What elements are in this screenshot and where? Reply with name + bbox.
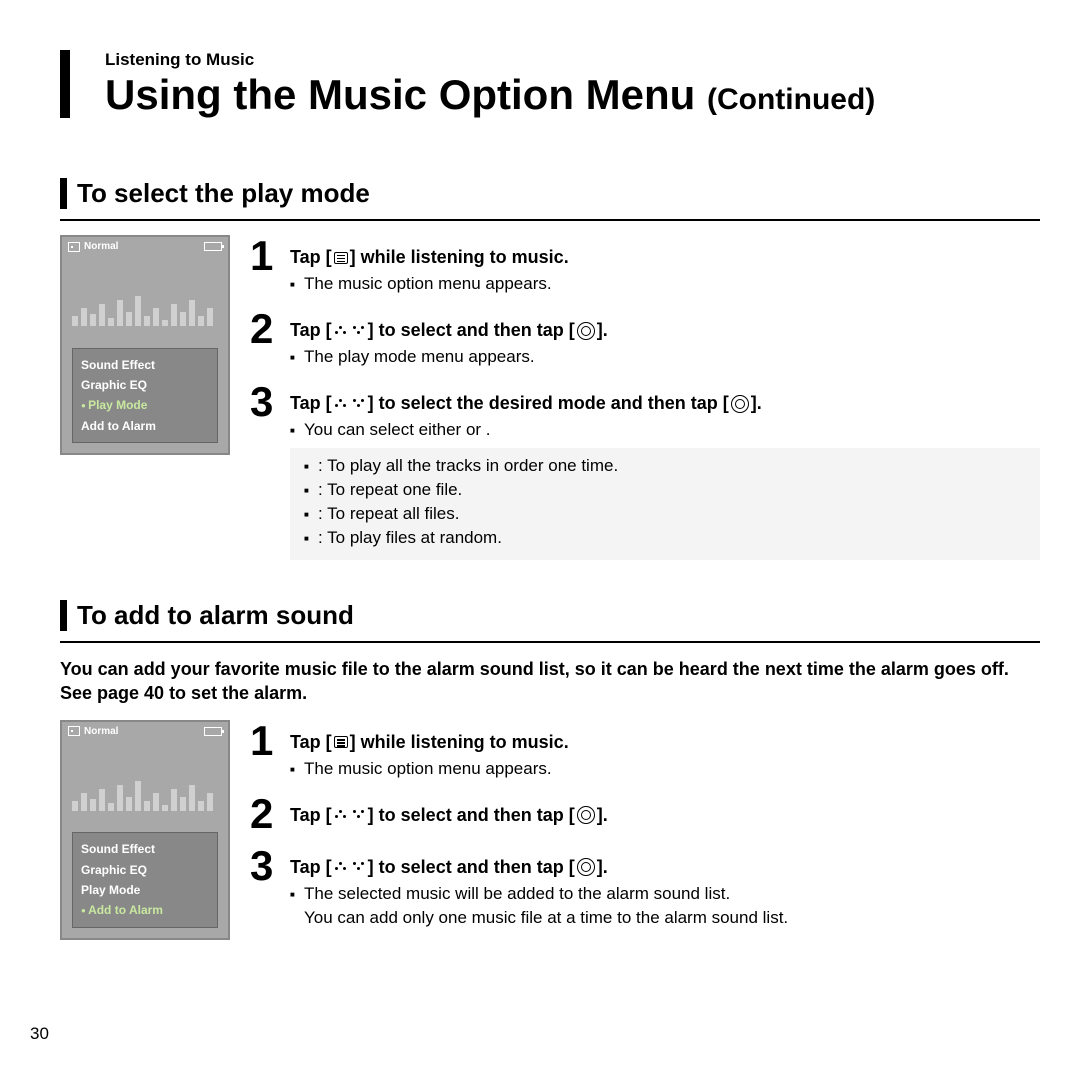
device-menu-item: Add to Alarm: [81, 900, 209, 920]
step-number: 2: [250, 793, 280, 835]
step-head-text: Tap [: [290, 857, 332, 878]
menu-icon: [334, 736, 348, 748]
device-mock: Normal Sound EffectGraphic EQPlay ModeAdd…: [60, 720, 230, 940]
updown-icon: [334, 399, 366, 409]
title-main: Using the Music Option Menu: [105, 71, 707, 118]
section-title: To select the play mode: [60, 178, 1040, 209]
step-head-text: Tap [: [290, 320, 332, 341]
step-head-text: ] to select and then tap [: [368, 320, 575, 341]
note-box: : To play all the tracks in order one ti…: [290, 448, 1040, 560]
page-title: Using the Music Option Menu (Continued): [105, 72, 1040, 118]
step-heading: Tap [ ] while listening to music.: [290, 247, 1040, 268]
battery-icon: [204, 242, 222, 251]
ok-icon: [731, 395, 749, 413]
step: 3 Tap [ ] to select and then tap [ ]. The …: [250, 845, 1040, 928]
device-mock: Normal Sound EffectGraphic EQPlay ModeAdd…: [60, 235, 230, 570]
step-head-text: Tap [: [290, 805, 332, 826]
note-bullet: : To repeat all files.: [304, 504, 1026, 524]
step-plain: You can add only one music file at a tim…: [290, 908, 1040, 928]
ok-icon: [577, 806, 595, 824]
device-statusbar: Normal: [62, 722, 228, 741]
step-heading: Tap [ ] to select the desired mode and t…: [290, 393, 1040, 414]
step-bullet: The music option menu appears.: [290, 759, 1040, 779]
note-bullet: : To play all the tracks in order one ti…: [304, 456, 1026, 476]
step-head-text: Tap [: [290, 393, 332, 414]
device-menu: Sound EffectGraphic EQPlay ModeAdd to Al…: [72, 348, 218, 444]
step-head-text: ] to select and then tap [: [368, 857, 575, 878]
step: 2 Tap [ ] to select and then tap [ ].: [250, 793, 1040, 835]
steps-list: 1 Tap [ ] while listening to music. The mu…: [250, 720, 1040, 940]
step: 1 Tap [ ] while listening to music. The mu…: [250, 235, 1040, 298]
device-menu-item: Graphic EQ: [81, 375, 209, 395]
step-head-text: Tap [: [290, 247, 332, 268]
step-number: 1: [250, 235, 280, 298]
step-heading: Tap [ ] to select and then tap [ ].: [290, 857, 1040, 878]
ok-icon: [577, 858, 595, 876]
section-rule: [60, 219, 1040, 221]
step-head-text: ].: [597, 857, 608, 878]
note-bullet: : To repeat one file.: [304, 480, 1026, 500]
device-status-label: Normal: [84, 241, 118, 252]
page-header: Listening to Music Using the Music Optio…: [60, 50, 1040, 118]
ok-icon: [577, 322, 595, 340]
device-statusbar: Normal: [62, 237, 228, 256]
step-head-text: ] to select and then tap [: [368, 805, 575, 826]
step-number: 2: [250, 308, 280, 371]
step: 2 Tap [ ] to select and then tap [ ]. The …: [250, 308, 1040, 371]
step-head-text: ] to select the desired mode and then ta…: [368, 393, 729, 414]
step-heading: Tap [ ] to select and then tap [ ].: [290, 805, 1040, 826]
equalizer-bars: [62, 276, 228, 326]
steps-list: 1 Tap [ ] while listening to music. The mu…: [250, 235, 1040, 570]
section-intro: You can add your favorite music file to …: [60, 657, 1040, 706]
device-menu-item: Sound Effect: [81, 355, 209, 375]
breadcrumb: Listening to Music: [105, 50, 1040, 70]
step-head-text: ] while listening to music.: [350, 732, 569, 753]
step-bullet: The music option menu appears.: [290, 274, 1040, 294]
step-number: 3: [250, 845, 280, 928]
updown-icon: [334, 326, 366, 336]
title-continued: (Continued): [707, 83, 875, 116]
section-title: To add to alarm sound: [60, 600, 1040, 631]
step-head-text: ].: [597, 805, 608, 826]
step-heading: Tap [ ] to select and then tap [ ].: [290, 320, 1040, 341]
step-bullet: You can select either or .: [290, 420, 1040, 440]
step-head-text: ].: [597, 320, 608, 341]
note-bullet: : To play files at random.: [304, 528, 1026, 548]
step: 3 Tap [ ] to select the desired mode and …: [250, 381, 1040, 560]
updown-icon: [334, 810, 366, 820]
section-rule: [60, 641, 1040, 643]
menu-icon: [334, 252, 348, 264]
music-icon: [68, 242, 80, 252]
step-head-text: ] while listening to music.: [350, 247, 569, 268]
device-status-label: Normal: [84, 726, 118, 737]
device-menu-item: Sound Effect: [81, 839, 209, 859]
step-bullet: The selected music will be added to the …: [290, 884, 1040, 904]
step-number: 3: [250, 381, 280, 560]
device-menu-item: Play Mode: [81, 880, 209, 900]
page-number: 30: [30, 1024, 49, 1044]
device-menu-item: Graphic EQ: [81, 860, 209, 880]
step-head-text: ].: [751, 393, 762, 414]
device-menu: Sound EffectGraphic EQPlay ModeAdd to Al…: [72, 832, 218, 928]
device-menu-item: Add to Alarm: [81, 416, 209, 436]
step-heading: Tap [ ] while listening to music.: [290, 732, 1040, 753]
section-body: Normal Sound EffectGraphic EQPlay ModeAdd…: [60, 720, 1040, 940]
updown-icon: [334, 862, 366, 872]
section-body: Normal Sound EffectGraphic EQPlay ModeAdd…: [60, 235, 1040, 570]
battery-icon: [204, 727, 222, 736]
device-menu-item: Play Mode: [81, 395, 209, 415]
step-bullet: The play mode menu appears.: [290, 347, 1040, 367]
equalizer-bars: [62, 761, 228, 811]
step-number: 1: [250, 720, 280, 783]
step: 1 Tap [ ] while listening to music. The mu…: [250, 720, 1040, 783]
music-icon: [68, 726, 80, 736]
step-head-text: Tap [: [290, 732, 332, 753]
